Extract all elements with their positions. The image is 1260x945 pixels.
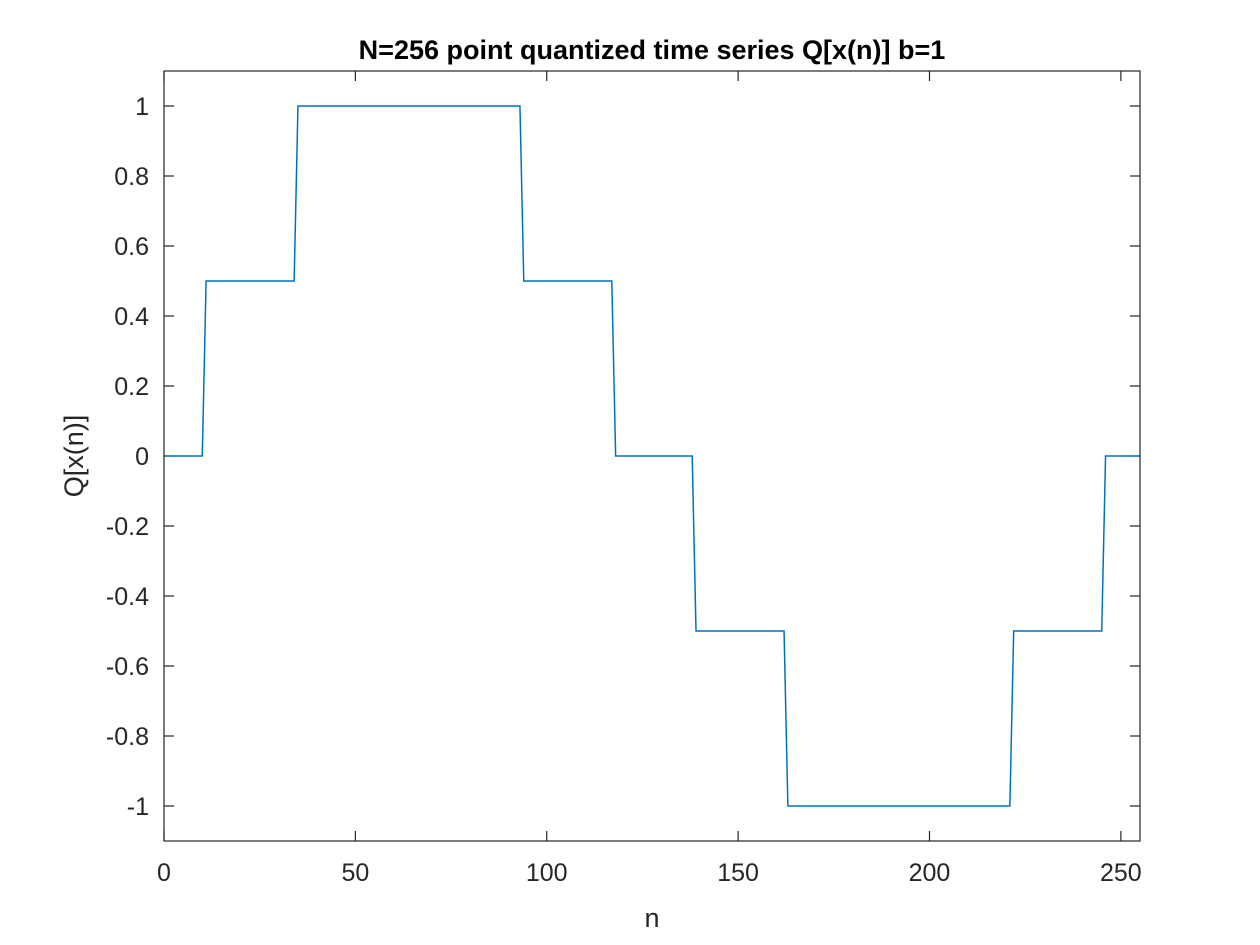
- y-tick-label: -0.4: [106, 583, 149, 611]
- x-tick-label: 150: [717, 859, 759, 887]
- x-tick-label: 50: [341, 859, 369, 887]
- y-tick-label: 0.8: [114, 163, 149, 191]
- y-tick-label: 0.4: [114, 303, 149, 331]
- y-tick-label: -1: [127, 793, 149, 821]
- series-line: [164, 105, 1140, 807]
- ticks: 0 50 100 150 200 250 -1 -0.8 -0.6 -0.4 -0.2 0 0.2 0.4…: [106, 71, 1142, 887]
- y-tick-label: -0.6: [106, 653, 149, 681]
- y-tick-label: 1: [135, 93, 149, 121]
- y-axis-label: Q[x(n)]: [59, 415, 89, 498]
- y-tick-label: -0.2: [106, 513, 149, 541]
- y-tick-label: -0.8: [106, 723, 149, 751]
- y-tick-label: 0.6: [114, 233, 149, 261]
- series-group: [164, 105, 1140, 807]
- x-tick-label: 250: [1100, 859, 1142, 887]
- chart-title: N=256 point quantized time series Q[x(n)…: [359, 35, 946, 65]
- y-tick-label: 0: [135, 443, 149, 471]
- x-axis-label: n: [644, 903, 659, 933]
- y-tick-label: 0.2: [114, 373, 149, 401]
- x-tick-label: 0: [157, 859, 171, 887]
- x-tick-label: 200: [909, 859, 951, 887]
- axes-box: [163, 70, 1141, 842]
- x-tick-label: 100: [526, 859, 568, 887]
